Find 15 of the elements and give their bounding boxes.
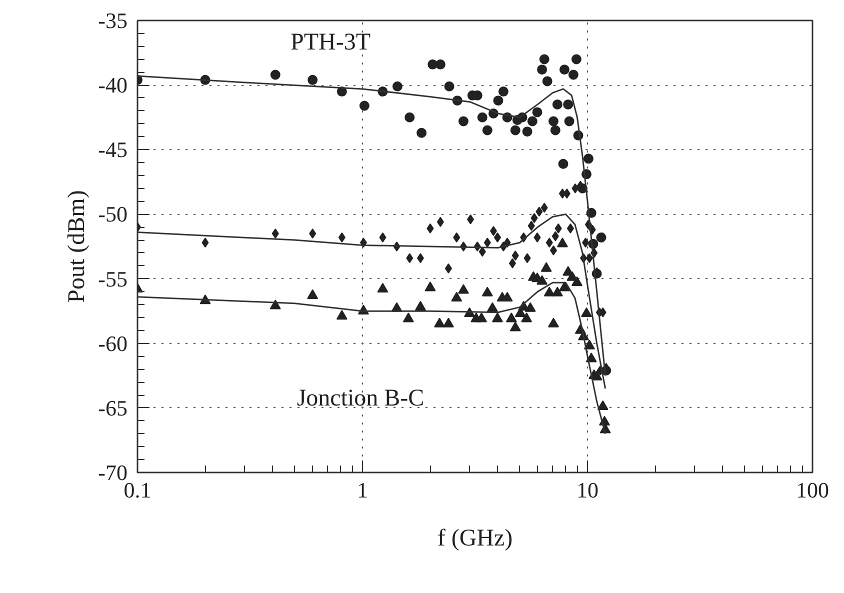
y-tick-label: -65: [98, 395, 128, 420]
y-tick-label: -35: [98, 8, 128, 33]
series-label: PTH-3T: [290, 30, 371, 56]
y-tick-label: -70: [98, 460, 128, 485]
y-tick-label: -50: [98, 202, 128, 227]
y-tick-label: -40: [98, 72, 128, 98]
x-axis-title: f (GHz): [437, 526, 513, 552]
x-tick-label: 1: [357, 478, 368, 502]
x-tick-label: 100: [796, 478, 829, 502]
y-tick-label: -45: [98, 137, 128, 162]
y-tick-label: -60: [98, 330, 128, 356]
text: Jonction B-C: [296, 386, 424, 412]
y-tick-label: -55: [98, 266, 128, 292]
x-tick-label: 10: [576, 478, 598, 502]
y-axis-title: Pout (dBm): [64, 190, 90, 303]
